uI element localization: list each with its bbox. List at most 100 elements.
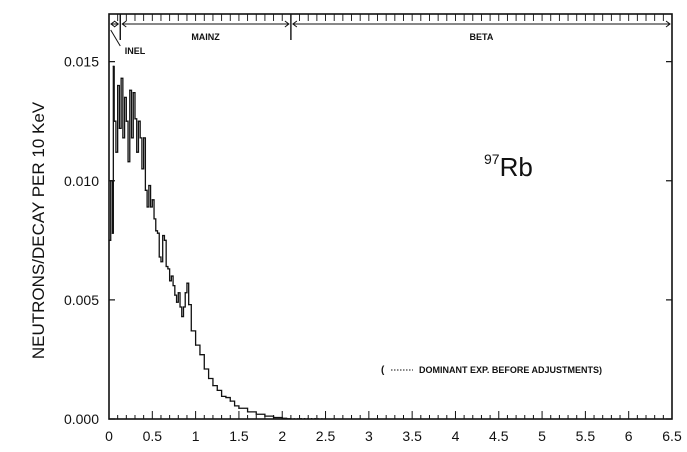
data-point <box>208 377 210 380</box>
region-beta-label: BETA <box>470 32 494 42</box>
region-beta-arrow-left <box>292 20 298 28</box>
x-tick-label: 0 <box>105 428 113 444</box>
data-point <box>285 418 288 420</box>
data-point <box>146 206 148 208</box>
data-point <box>316 418 318 420</box>
y-tick-label: 0.000 <box>64 411 99 427</box>
y-tick-label: 0.015 <box>64 54 99 70</box>
data-point <box>170 275 172 277</box>
data-point <box>129 89 131 91</box>
data-point <box>179 306 181 308</box>
data-point <box>155 230 157 232</box>
data-point <box>167 268 169 270</box>
data-point <box>149 206 152 208</box>
isotope-label: 97Rb <box>484 151 533 182</box>
data-point <box>120 77 122 79</box>
region-inel-arrow-left <box>110 20 116 28</box>
data-point <box>122 137 124 139</box>
x-tick-label: 6 <box>625 428 633 444</box>
data-point <box>169 280 171 282</box>
x-tick-label: 5 <box>538 428 546 444</box>
isotope-mass-number: 97 <box>484 151 500 167</box>
x-tick-label: 0.5 <box>143 428 163 444</box>
data-point <box>111 232 114 234</box>
data-point <box>139 137 141 139</box>
data-point <box>132 92 134 94</box>
data-point <box>141 168 143 170</box>
data-point <box>123 96 126 98</box>
x-tick-label: 4.5 <box>489 428 509 444</box>
plot-frame <box>108 13 673 420</box>
annotation-open-paren: ( <box>381 365 385 376</box>
data-point <box>216 389 218 392</box>
data-point <box>118 127 120 129</box>
data-point <box>199 354 201 356</box>
data-point <box>115 151 117 153</box>
annotation-text: DOMINANT EXP. BEFORE ADJUSTMENTS) <box>419 365 602 375</box>
ticks-layer <box>108 14 673 420</box>
data-point <box>264 415 266 417</box>
data-point <box>212 385 214 387</box>
data-point <box>203 368 205 370</box>
data-point <box>162 234 164 237</box>
labels-layer: 0.000 0.005 0.010 0.015 0 0.5 1 1.5 2 2.5 3 3.5 4 4.5… <box>29 32 682 444</box>
data-point <box>117 84 119 87</box>
data-point <box>127 161 129 163</box>
data-point <box>177 292 179 294</box>
data-point <box>281 417 283 419</box>
x-tick-label: 5.5 <box>576 428 596 444</box>
data-point <box>130 137 133 139</box>
data-point <box>151 199 153 201</box>
region-beta-arrow-right <box>665 20 671 28</box>
data-point <box>229 400 231 402</box>
x-tick-label: 2.5 <box>316 428 336 444</box>
x-tick-label: 3 <box>365 428 373 444</box>
x-tick-label: 1 <box>192 428 200 444</box>
data-point <box>110 180 112 182</box>
data-point <box>163 239 166 241</box>
data-point <box>134 118 136 120</box>
data-point <box>153 218 155 220</box>
region-mainz-arrow-left <box>121 20 127 28</box>
data-point <box>137 120 140 122</box>
data-point <box>246 411 249 413</box>
data-point <box>255 413 257 415</box>
data-point <box>272 416 275 419</box>
data-point <box>143 137 145 139</box>
data-point <box>156 232 159 234</box>
region-mainz-label: MAINZ <box>191 32 220 42</box>
data-point <box>190 330 192 332</box>
data-point <box>175 301 178 303</box>
data-point <box>125 120 127 122</box>
data-point <box>221 395 223 397</box>
data-point <box>108 239 110 241</box>
inel-leader <box>110 29 121 47</box>
data-point <box>181 315 183 318</box>
x-tick-label: 4 <box>452 428 460 444</box>
data-point <box>233 405 236 407</box>
region-mainz-arrow-right <box>284 20 290 28</box>
data-point <box>186 282 188 284</box>
data-point <box>160 261 162 263</box>
data-point <box>238 407 240 409</box>
y-tick-label: 0.010 <box>64 173 99 189</box>
data-layer <box>108 65 327 420</box>
data-point <box>136 151 138 153</box>
data-point <box>112 65 114 68</box>
data-point <box>225 396 227 399</box>
plot-frame-layer <box>108 13 673 420</box>
region-inel-label: INEL <box>125 46 146 56</box>
y-tick-label: 0.005 <box>64 292 99 308</box>
x-tick-label: 6.5 <box>662 428 682 444</box>
data-point <box>113 120 115 122</box>
data-point <box>182 306 185 308</box>
region-inel-arrow-right <box>113 20 120 28</box>
data-point <box>298 417 301 420</box>
data-point <box>195 344 197 346</box>
data-point <box>174 294 176 296</box>
x-tick-label: 2 <box>278 428 286 444</box>
data-point <box>148 184 150 187</box>
data-point <box>172 284 174 287</box>
y-axis-label: NEUTRONS/DECAY PER 10 KeV <box>29 101 48 359</box>
